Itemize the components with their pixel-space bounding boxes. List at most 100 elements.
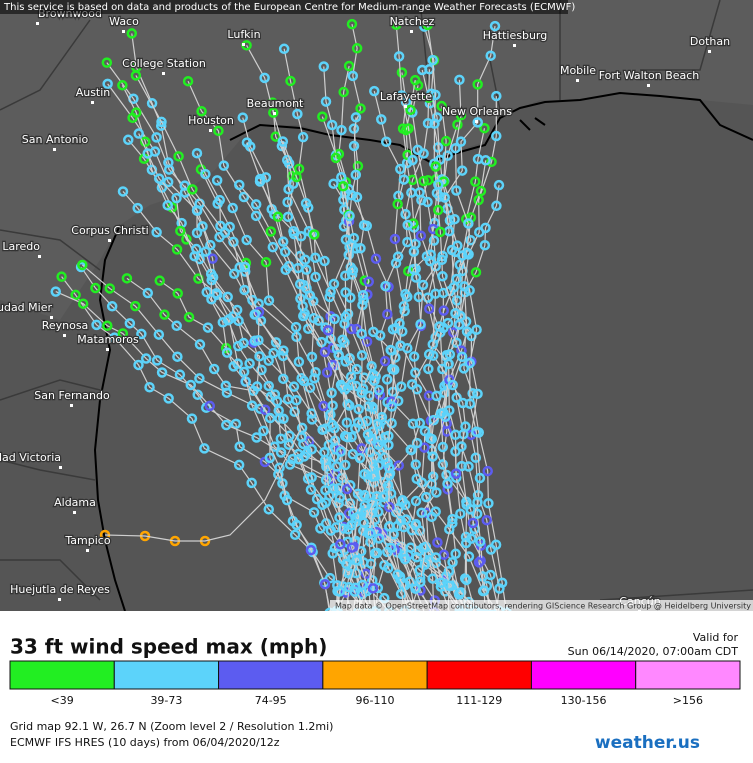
city-marker — [475, 120, 478, 123]
city-marker — [513, 44, 516, 47]
track-point — [246, 477, 257, 489]
track-point — [346, 519, 357, 531]
track-point — [324, 607, 335, 611]
track-point — [144, 381, 155, 393]
city-marker — [63, 334, 66, 337]
track-point — [480, 155, 491, 166]
city-marker — [58, 598, 61, 601]
track-point — [416, 507, 427, 519]
track-point — [50, 286, 61, 297]
track-point — [408, 246, 420, 257]
track-point — [374, 389, 386, 401]
track-point — [117, 80, 128, 91]
track-point — [442, 478, 453, 489]
track-point — [345, 371, 357, 382]
color-bin — [218, 660, 324, 690]
track-point — [163, 393, 174, 404]
land-north — [0, 0, 753, 320]
track-point — [305, 484, 317, 495]
track-point — [306, 408, 317, 419]
track-point — [422, 19, 433, 31]
track-point — [227, 202, 238, 214]
track-point — [444, 349, 456, 360]
track-point — [447, 557, 458, 568]
track-point — [211, 175, 223, 186]
track-point — [481, 514, 493, 526]
track-point — [220, 380, 232, 392]
legend: 33 ft wind speed max (mph) Valid for Sun… — [9, 631, 741, 753]
city-marker — [73, 511, 76, 514]
track-point — [191, 204, 203, 216]
color-bin — [426, 660, 532, 690]
track-point — [494, 583, 505, 594]
track-point — [133, 128, 144, 139]
track-point — [486, 156, 497, 168]
track-point — [362, 429, 374, 440]
track — [135, 75, 417, 611]
track-point — [280, 246, 291, 258]
track-point — [268, 107, 279, 118]
track-point — [361, 336, 373, 347]
track-point — [392, 198, 403, 210]
valid-label: Valid for — [693, 631, 739, 644]
track-point — [320, 518, 332, 529]
track-point — [256, 364, 267, 376]
track-point — [367, 583, 379, 594]
track-point — [341, 558, 352, 570]
track-point — [356, 328, 367, 340]
track-point — [443, 565, 455, 577]
track-point — [471, 324, 482, 335]
track-point — [296, 422, 308, 434]
track-point — [267, 241, 279, 253]
track-point — [311, 493, 323, 505]
track-point — [415, 576, 426, 588]
track-point — [479, 122, 490, 134]
track-point — [140, 353, 152, 364]
track-point — [172, 351, 183, 362]
track-point — [424, 255, 436, 267]
track-point — [463, 218, 474, 229]
track-point — [430, 89, 441, 101]
model-info: ECMWF IFS HRES (10 days) from 06/04/2020… — [10, 736, 280, 749]
track-point — [414, 417, 426, 429]
track-point — [239, 284, 250, 296]
track-point — [254, 176, 266, 187]
track-point — [351, 191, 363, 203]
track-point — [90, 282, 101, 294]
coastline — [93, 91, 753, 611]
track-point — [106, 301, 118, 312]
track-point — [251, 381, 263, 392]
track-point — [133, 359, 144, 371]
track-point — [207, 271, 219, 283]
track — [454, 79, 492, 611]
track-point — [463, 551, 475, 562]
track-point — [329, 435, 341, 446]
cities: BrownwoodWacoLufkinNatchezHattiesburgDot… — [0, 6, 731, 611]
track-point — [455, 136, 467, 147]
track-point — [77, 298, 89, 309]
track-point — [343, 60, 355, 72]
track-point — [340, 287, 351, 298]
track-point — [410, 583, 421, 594]
track-point — [309, 373, 320, 384]
city-marker — [36, 22, 39, 25]
track-point — [427, 573, 438, 584]
track-point — [277, 236, 289, 247]
track-point — [437, 271, 448, 282]
track-point — [278, 413, 289, 425]
bin-label: 74-95 — [255, 694, 287, 707]
track-point — [199, 443, 210, 454]
track-point — [329, 313, 340, 325]
track-point — [124, 318, 136, 329]
track — [281, 145, 353, 611]
track-point — [369, 547, 381, 559]
track-point — [333, 349, 344, 361]
track-point — [230, 418, 242, 430]
track-point — [153, 173, 165, 184]
track-point — [238, 191, 250, 203]
city-marker — [108, 239, 111, 242]
track-point — [436, 100, 447, 112]
track-point — [396, 90, 407, 101]
logo[interactable]: weather.us — [595, 733, 700, 753]
track-point — [406, 379, 418, 390]
